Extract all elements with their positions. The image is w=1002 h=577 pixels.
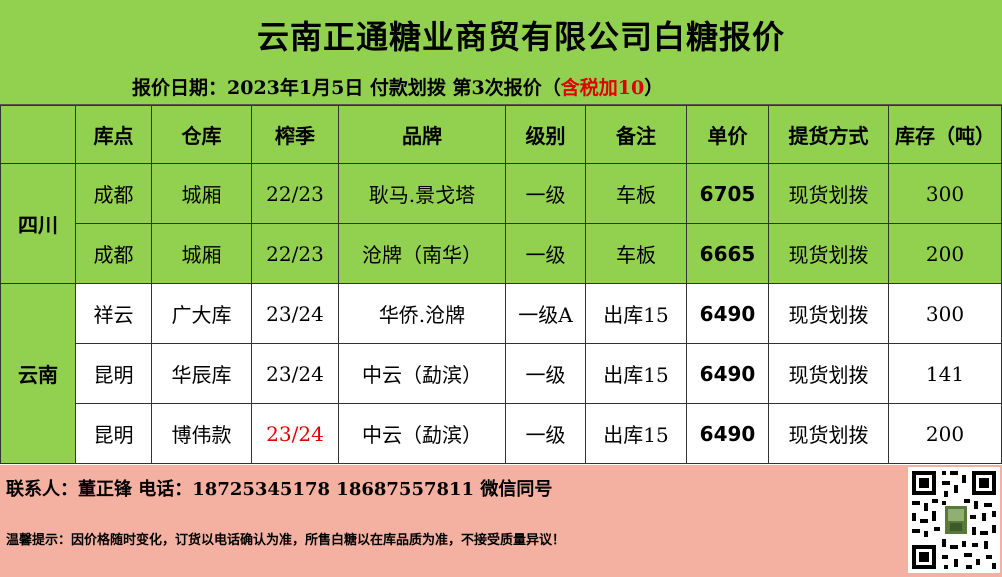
delivery-cell: 现货划拨	[768, 163, 889, 224]
warehouse-cell: 华辰库	[151, 343, 252, 404]
delivery-cell: 现货划拨	[768, 343, 889, 404]
quote-info-bar: 报价日期：2023年1月5日 付款划拨 第3次报价（含税加10）	[0, 70, 1002, 105]
quote-info-suffix: ）	[644, 77, 664, 99]
season-cell: 22/23	[251, 223, 339, 284]
page-title: 云南正通糖业商贸有限公司白糖报价	[256, 18, 785, 56]
table-row: 成都 城厢 22/23 沧牌（南华） 一级 车板 6665 现货划拨 200	[1, 223, 1002, 284]
grade-cell: 一级	[505, 223, 586, 284]
title-bar: 云南正通糖业商贸有限公司白糖报价	[0, 0, 1002, 70]
grade-cell: 一级	[505, 403, 586, 464]
depot-cell: 昆明	[75, 343, 152, 404]
warehouse-cell: 博伟款	[151, 403, 252, 464]
price-cell: 6490	[686, 343, 769, 404]
region-header-cell	[0, 105, 76, 164]
depot-cell: 昆明	[75, 403, 152, 464]
price-cell: 6490	[686, 283, 769, 344]
note-cell: 出库15	[585, 343, 687, 404]
note-cell: 出库15	[585, 283, 687, 344]
table-row: 昆明 博伟款 23/24 中云（勐滨） 一级 出库15 6490 现货划拨 20…	[1, 403, 1002, 464]
header-cell: 榨季	[251, 105, 339, 164]
footer: 联系人：董正锋 电话：18725345178 18687557811 微信同号 …	[0, 465, 1002, 577]
grade-cell: 一级A	[505, 283, 586, 344]
season-cell: 23/24	[251, 283, 339, 344]
header-cell: 提货方式	[768, 105, 889, 164]
stock-cell: 200	[888, 403, 1002, 464]
brand-cell: 中云（勐滨）	[338, 343, 506, 404]
grade-cell: 一级	[505, 343, 586, 404]
stock-cell: 300	[888, 163, 1002, 224]
price-cell: 6490	[686, 403, 769, 464]
province-sichuan: 四川	[0, 163, 76, 284]
warehouse-cell: 广大库	[151, 283, 252, 344]
delivery-cell: 现货划拨	[768, 283, 889, 344]
header-cell: 仓库	[151, 105, 252, 164]
stock-cell: 141	[888, 343, 1002, 404]
header-cell: 库存（吨）	[888, 105, 1002, 164]
header-cell: 单价	[686, 105, 769, 164]
header-cell: 库点	[75, 105, 152, 164]
header-cell: 级别	[505, 105, 586, 164]
delivery-cell: 现货划拨	[768, 223, 889, 284]
delivery-cell: 现货划拨	[768, 403, 889, 464]
brand-cell: 中云（勐滨）	[338, 403, 506, 464]
price-cell: 6705	[686, 163, 769, 224]
depot-cell: 祥云	[75, 283, 152, 344]
season-cell: 22/23	[251, 163, 339, 224]
table-row: 四川 成都 城厢 22/23 耿马.景戈塔 一级 车板 6705 现货划拨 30…	[0, 163, 1002, 284]
table-row: 云南 祥云 广大库 23/24 华侨.沧牌 一级A 出库15 6490 现货划拨…	[0, 283, 1002, 464]
warm-tip: 温馨提示：因价格随时变化，订货以电话确认为准，所售白糖以在库品质为准，不接受质量…	[6, 533, 566, 548]
grade-cell: 一级	[505, 163, 586, 224]
season-cell: 23/24	[251, 403, 339, 464]
brand-cell: 耿马.景戈塔	[338, 163, 506, 224]
season-cell: 23/24	[251, 343, 339, 404]
header-cell: 备注	[585, 105, 687, 164]
stock-cell: 200	[888, 223, 1002, 284]
stock-cell: 300	[888, 283, 1002, 344]
warehouse-cell: 城厢	[151, 223, 252, 284]
quote-info: 报价日期：2023年1月5日 付款划拨 第3次报价（含税加10）	[132, 73, 663, 100]
note-cell: 车板	[585, 163, 687, 224]
price-cell: 6665	[686, 223, 769, 284]
note-cell: 车板	[585, 223, 687, 284]
table-row: 昆明 华辰库 23/24 中云（勐滨） 一级 出库15 6490 现货划拨 14…	[1, 343, 1002, 404]
contact-info: 联系人：董正锋 电话：18725345178 18687557811 微信同号	[6, 479, 553, 500]
brand-cell: 沧牌（南华）	[338, 223, 506, 284]
brand-cell: 华侨.沧牌	[338, 283, 506, 344]
quote-info-prefix: 报价日期：2023年1月5日 付款划拨 第3次报价（	[132, 77, 561, 99]
table-header-row: 库点 仓库 榨季 品牌 级别 备注 单价 提货方式 库存（吨）	[0, 105, 1002, 164]
qr-code-icon	[908, 467, 1000, 573]
price-table: 库点 仓库 榨季 品牌 级别 备注 单价 提货方式 库存（吨） 四川 成都 城厢…	[0, 105, 1002, 464]
note-cell: 出库15	[585, 403, 687, 464]
quote-info-tax-note: 含税加10	[560, 77, 645, 99]
warehouse-cell: 城厢	[151, 163, 252, 224]
province-yunnan: 云南	[0, 283, 76, 464]
depot-cell: 成都	[75, 223, 152, 284]
depot-cell: 成都	[75, 163, 152, 224]
header-cell: 品牌	[338, 105, 506, 164]
